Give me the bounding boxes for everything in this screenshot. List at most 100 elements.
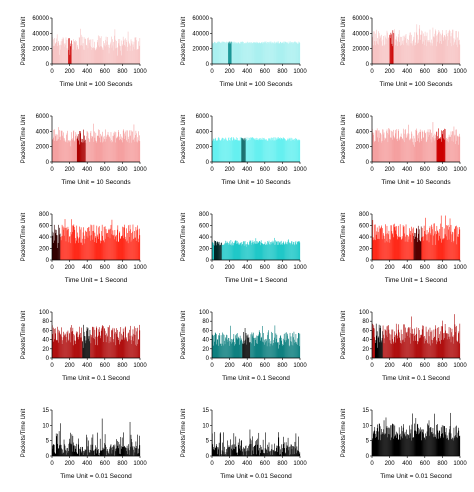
data-bar [439, 238, 441, 260]
data-bar [434, 33, 436, 64]
data-bar [400, 136, 401, 162]
x-tick-label: 200 [225, 265, 236, 271]
data-bar [58, 127, 59, 162]
data-bar [76, 337, 78, 358]
data-bar [290, 244, 291, 260]
data-bar [277, 445, 279, 456]
data-bar [74, 340, 76, 358]
data-bar [67, 330, 69, 358]
data-bar [120, 339, 122, 358]
y-tick-label: 0 [206, 62, 210, 68]
data-bar [93, 450, 95, 456]
data-bar [221, 42, 222, 64]
data-bar [135, 227, 137, 260]
data-bar [403, 424, 404, 456]
data-bar [234, 43, 236, 64]
data-bar [126, 445, 128, 456]
data-bar [212, 42, 214, 64]
data-bar [426, 240, 427, 260]
data-bar [404, 233, 405, 260]
data-bar [236, 42, 238, 64]
data-bar [400, 329, 402, 358]
data-bar [234, 41, 235, 64]
data-bar [375, 129, 377, 162]
data-bar [442, 239, 443, 260]
data-bar [453, 242, 454, 260]
data-bar [61, 344, 63, 358]
data-bar [263, 138, 264, 162]
data-bar [459, 39, 460, 64]
data-bar [426, 340, 427, 358]
data-bar [133, 340, 134, 358]
data-bar [134, 49, 135, 64]
data-bar [273, 137, 274, 162]
data-bar [396, 437, 398, 456]
data-bar [452, 29, 454, 64]
data-bar [254, 241, 255, 260]
data-bar [383, 343, 385, 358]
data-bar [414, 335, 416, 358]
x-tick-label: 200 [385, 363, 396, 369]
data-bar [127, 130, 128, 162]
data-bar [446, 239, 448, 260]
data-bar [71, 49, 73, 64]
data-bar [411, 424, 413, 456]
data-bar [213, 345, 215, 358]
data-bar [107, 131, 109, 162]
data-bar [135, 237, 136, 260]
data-bar [61, 45, 62, 64]
data-bar [403, 133, 405, 162]
data-bar [398, 30, 400, 64]
data-bar [445, 428, 447, 456]
data-bar [88, 226, 90, 260]
data-bar [116, 137, 117, 162]
data-bar [411, 316, 412, 358]
data-bar [217, 139, 218, 162]
data-bar [296, 138, 298, 162]
data-bar [52, 137, 54, 162]
data-bar [276, 42, 277, 64]
data-bar [258, 42, 260, 64]
data-bar [280, 240, 282, 260]
data-bar [124, 133, 125, 162]
data-bar [272, 139, 274, 162]
data-bar [391, 425, 393, 456]
data-bar [295, 341, 296, 358]
data-bar [66, 448, 68, 456]
data-bar [81, 142, 83, 162]
data-bar [91, 437, 93, 456]
data-bar [425, 133, 426, 162]
data-bar [247, 140, 248, 162]
data-bar [240, 338, 242, 358]
data-bar [264, 243, 265, 260]
data-bar [124, 46, 126, 64]
data-bar [87, 327, 89, 358]
data-bar [227, 41, 228, 64]
data-bar [240, 242, 241, 260]
x-tick-label: 0 [50, 167, 54, 173]
data-bar [233, 137, 234, 162]
data-bar [109, 449, 110, 456]
data-bar [410, 32, 411, 64]
data-bar [284, 452, 286, 456]
data-bar [112, 449, 114, 456]
data-bar [106, 333, 107, 358]
data-bar [412, 41, 414, 64]
data-bar [74, 136, 76, 162]
data-bar [295, 240, 297, 260]
data-bar [421, 329, 423, 358]
data-bar [428, 42, 429, 64]
data-bar [75, 42, 77, 64]
data-bar [73, 224, 75, 260]
data-bar [387, 233, 388, 260]
data-bar [138, 448, 139, 456]
data-bar [394, 331, 395, 358]
data-bar [108, 453, 109, 456]
data-bar [226, 452, 228, 456]
data-bar [125, 239, 126, 260]
data-bar [431, 43, 433, 64]
data-bar [85, 343, 86, 358]
data-bar [435, 434, 437, 456]
data-bar [79, 37, 80, 64]
data-bar [88, 138, 89, 162]
